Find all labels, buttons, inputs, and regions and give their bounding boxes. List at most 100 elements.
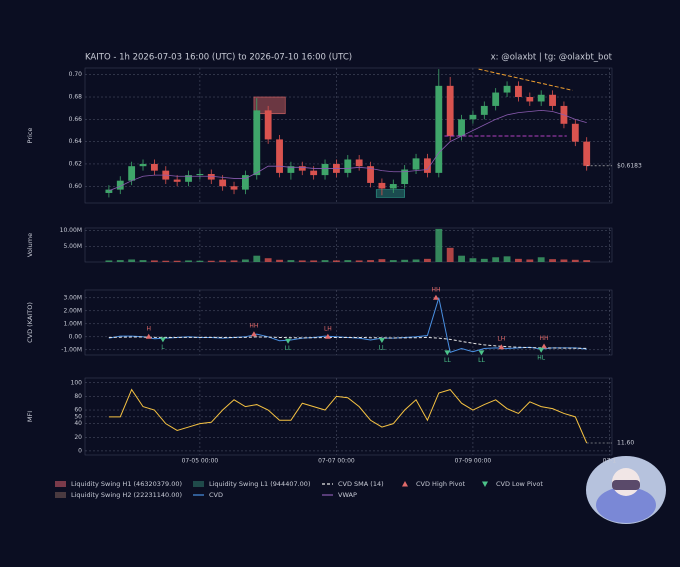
candle-body [549, 94, 556, 106]
candle-body [241, 175, 249, 190]
candle-body [583, 141, 591, 166]
volume-bar [515, 258, 522, 262]
volume-bar [537, 257, 545, 262]
y-tick-label: 1.00M [63, 320, 82, 327]
volume-bar [458, 255, 465, 262]
pivot-label: LL [444, 357, 451, 364]
legend-label: Liquidity Swing L1 (944407.00) [209, 480, 310, 488]
pivot-label: HH [540, 335, 549, 342]
candle-body [253, 110, 261, 176]
legend-swatch [193, 481, 204, 487]
pivot-label: LL [379, 345, 386, 352]
pivot-marker [378, 338, 385, 344]
pivot-marker [324, 333, 331, 339]
y-tick-label: 0.00 [69, 333, 83, 340]
y-tick-label: 20 [74, 434, 82, 441]
y-tick-label: 100 [71, 379, 83, 386]
volume-bar [173, 260, 181, 262]
panel [84, 289, 613, 356]
volume-bar [492, 257, 500, 262]
vwap-line [108, 109, 587, 192]
pivot-label: LH [497, 336, 505, 343]
volume-bar [196, 260, 204, 262]
pivot-marker [250, 331, 257, 337]
volume-bar [276, 259, 283, 262]
candle-body [537, 94, 545, 102]
candle-body [412, 158, 420, 170]
volume-bar [310, 260, 318, 262]
mascot [586, 456, 666, 524]
candle-body [207, 173, 215, 180]
x-tick-label: 07-09 00:00 [455, 458, 492, 465]
candle-body [401, 169, 409, 185]
candle-body [321, 163, 329, 176]
volume-bar [412, 259, 420, 262]
liquidity-zone [375, 189, 405, 198]
y-tick-label: 0 [78, 447, 82, 454]
candle-body [105, 189, 113, 193]
legend-label: VWAP [338, 491, 357, 499]
pivot-label: L [161, 344, 165, 351]
x-tick-label: 07-05 00:00 [182, 458, 219, 465]
volume-bar [185, 260, 192, 262]
candle-body [128, 166, 136, 181]
y-tick-label: 60 [74, 407, 82, 414]
volume-bar [526, 259, 534, 262]
volume-bar [355, 260, 363, 262]
pivot-label: LL [285, 345, 292, 352]
volume-bar [560, 259, 568, 262]
candle-body [287, 166, 295, 173]
y-tick-label: 50 [74, 413, 82, 420]
legend-label: CVD [209, 491, 223, 499]
legend-label: CVD Low Pivot [496, 480, 543, 488]
pivot-label: HL [537, 354, 546, 361]
volume-bar [549, 259, 556, 262]
volume-bar [446, 247, 454, 262]
volume-bar [105, 260, 113, 262]
volume-bar [389, 260, 397, 262]
candle-body [492, 92, 500, 106]
volume-bar [571, 259, 579, 262]
volume-bar [162, 260, 170, 262]
y-tick-label: 40 [74, 420, 82, 427]
volume-bar [469, 258, 477, 262]
candle-body [355, 159, 363, 167]
candle-body [367, 166, 374, 183]
candle-body [571, 123, 579, 142]
candle-body [344, 159, 352, 173]
volume-bar [230, 260, 238, 262]
legend-swatch [55, 492, 66, 498]
candle-body [526, 97, 534, 102]
pivot-marker [538, 347, 545, 353]
candle-body [173, 179, 181, 182]
legend-label: CVD High Pivot [416, 480, 465, 488]
pivot-marker [498, 344, 505, 350]
candle-body [310, 170, 318, 176]
volume-bar [264, 258, 272, 262]
pivot-marker [432, 294, 439, 300]
candle-body [389, 184, 397, 189]
y-tick-label: 10.00M [60, 227, 82, 234]
panel [84, 377, 613, 456]
candle-body [469, 114, 477, 120]
candle-body [139, 163, 147, 167]
candle-body [503, 85, 511, 93]
candle-body [435, 85, 443, 173]
y-tick-label: 0.62 [69, 160, 83, 167]
volume-bar [253, 255, 261, 262]
volume-bar [287, 260, 295, 262]
volume-bar [139, 260, 147, 262]
volume-bar [116, 260, 124, 262]
pivot-marker [285, 338, 292, 344]
pivot-label: H [146, 325, 151, 332]
volume-bar [401, 259, 409, 262]
volume-bar [150, 260, 158, 262]
legend-swatch [55, 481, 66, 487]
x-tick-label: 07-1 [603, 458, 617, 465]
volume-bar [378, 259, 386, 262]
y-tick-label: 80 [74, 393, 82, 400]
volume-bar [435, 228, 443, 262]
candle-body [230, 186, 238, 190]
